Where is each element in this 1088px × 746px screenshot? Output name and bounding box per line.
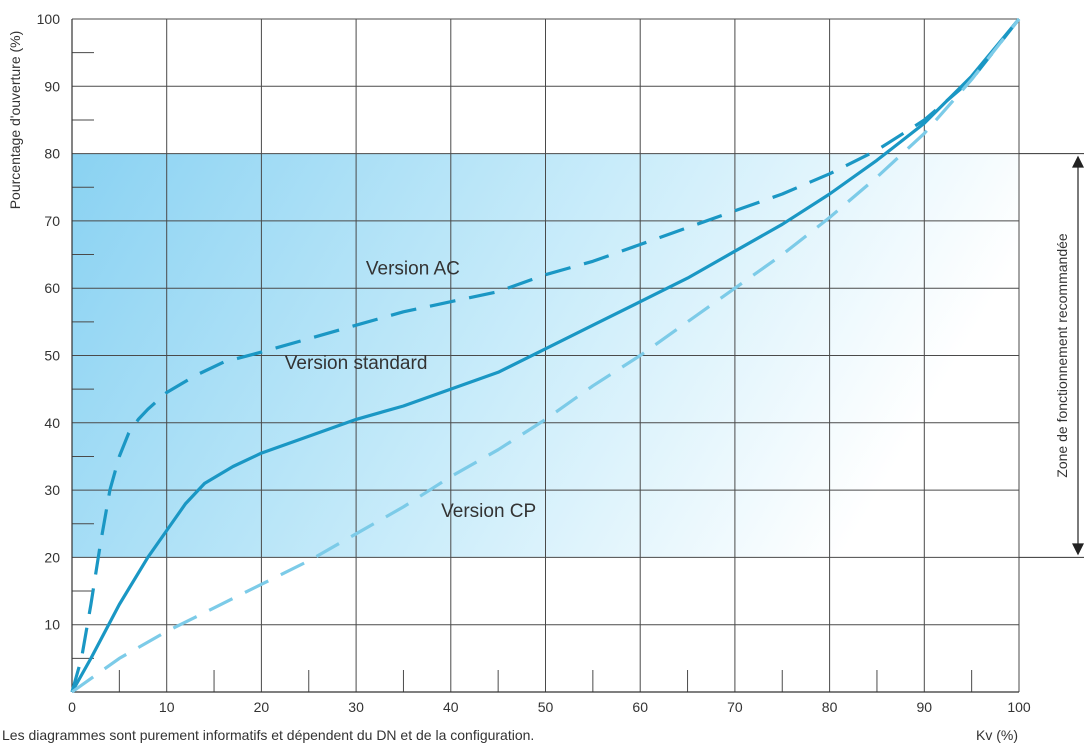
series: Version standard Version AC Version CP: [70, 17, 1021, 694]
y-tick-label-20: 20: [44, 549, 60, 565]
y-tick-label-70: 70: [44, 213, 60, 229]
x-tick-label-70: 70: [727, 699, 743, 715]
x-tick-label-30: 30: [348, 699, 364, 715]
x-tick-label-20: 20: [254, 699, 270, 715]
x-axis-label: Kv (%): [976, 727, 1018, 743]
x-tick-label-90: 90: [917, 699, 933, 715]
x-tick-label-50: 50: [538, 699, 554, 715]
tick-labels: 0 10 20 30 40 50 60 70 80 90 100 10 20 30 40 50 60 70 80 90…: [37, 11, 1031, 715]
series-label-version-ac: Version AC: [366, 259, 460, 280]
x-tick-label-60: 60: [632, 699, 648, 715]
axes: [71, 19, 1019, 693]
series-label-version-standard: Version standard: [285, 353, 428, 374]
y-tick-label-50: 50: [44, 348, 60, 364]
x-tick-label-10: 10: [159, 699, 175, 715]
footnote: Les diagrammes sont purement informatifs…: [2, 727, 534, 743]
series-label-version-cp: Version CP: [441, 501, 536, 522]
zone-marker: [1019, 153, 1084, 558]
y-tick-label-30: 30: [44, 482, 60, 498]
zone-arrow-down-head: [1072, 543, 1084, 556]
y-tick-label-10: 10: [44, 617, 60, 633]
series-line-version-ac: [70, 18, 1021, 693]
zone-label: Zone de fonctionnement recommandée: [1054, 233, 1070, 478]
x-tick-label-0: 0: [68, 699, 76, 715]
x-tick-label-80: 80: [822, 699, 838, 715]
zone-arrow-up-head: [1072, 155, 1084, 168]
y-tick-label-100: 100: [37, 11, 61, 27]
x-tick-label-40: 40: [443, 699, 459, 715]
y-axis-label: Pourcentage d'ouverture (%): [7, 31, 23, 210]
y-tick-label-40: 40: [44, 415, 60, 431]
x-tick-label-100: 100: [1007, 699, 1031, 715]
series-line-version-standard: [70, 17, 1021, 693]
series-line-version-cp: [71, 18, 1021, 694]
y-tick-label-60: 60: [44, 280, 60, 296]
y-tick-label-80: 80: [44, 146, 60, 162]
grid: [72, 18, 1020, 692]
y-tick-label-90: 90: [44, 78, 60, 94]
